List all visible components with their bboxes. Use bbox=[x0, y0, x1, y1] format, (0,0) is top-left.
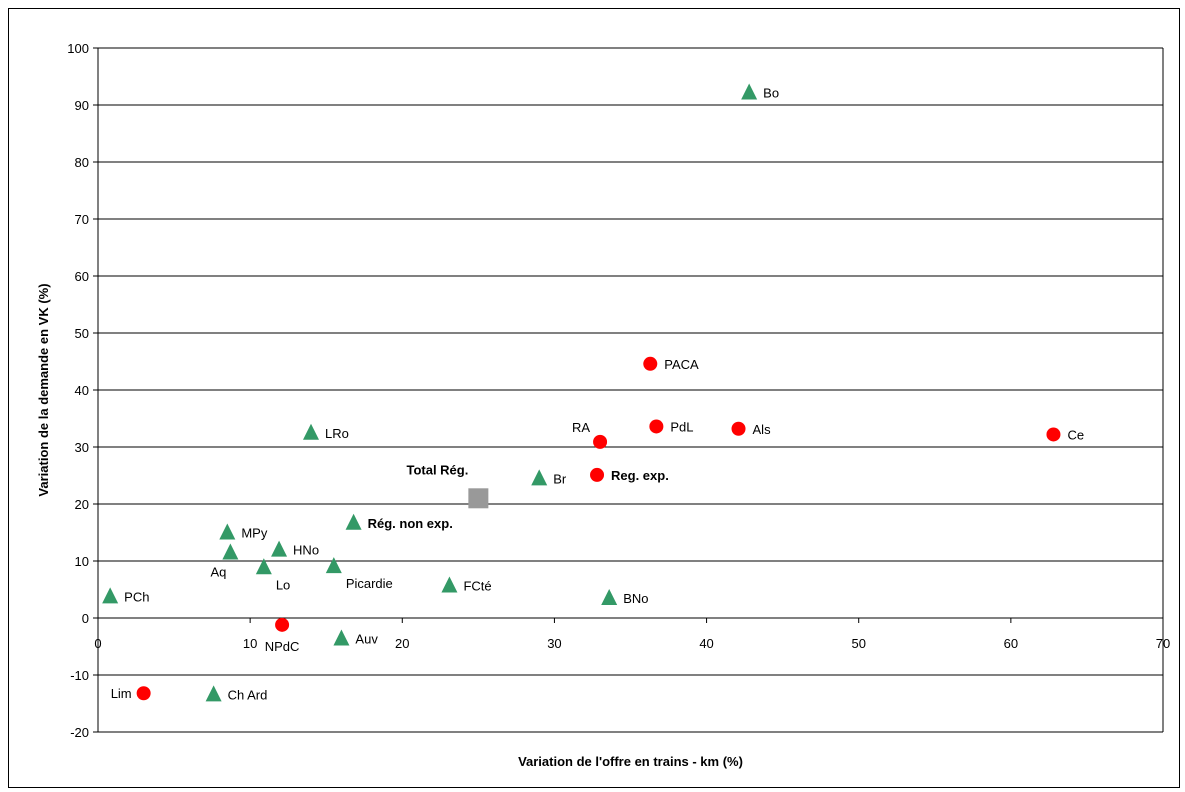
y-tick-label: 100 bbox=[67, 41, 89, 56]
circle-marker bbox=[275, 617, 290, 632]
point-label: LRo bbox=[325, 426, 349, 441]
y-tick-label: 70 bbox=[75, 212, 89, 227]
triangle-marker bbox=[222, 543, 239, 560]
square-marker bbox=[468, 488, 489, 509]
circle-marker bbox=[1046, 427, 1061, 442]
y-tick-label: 0 bbox=[82, 611, 89, 626]
point-label: PdL bbox=[670, 419, 693, 434]
point-label: PACA bbox=[664, 357, 699, 372]
point-label: Auv bbox=[355, 632, 378, 647]
point-label: BNo bbox=[623, 591, 648, 606]
x-tick-label: 50 bbox=[851, 636, 865, 651]
triangle-marker bbox=[333, 629, 350, 646]
triangle-marker bbox=[741, 83, 758, 100]
y-tick-label: -20 bbox=[70, 725, 89, 740]
circle-marker bbox=[593, 434, 608, 449]
chart-frame bbox=[8, 8, 1180, 788]
triangle-marker bbox=[325, 557, 342, 574]
triangle-marker bbox=[102, 587, 119, 604]
triangle-marker bbox=[441, 576, 458, 593]
point-label: HNo bbox=[293, 543, 319, 558]
triangle-marker bbox=[271, 540, 288, 557]
triangle-marker bbox=[205, 685, 222, 702]
point-label: Ce bbox=[1067, 427, 1084, 442]
point-label: NPdC bbox=[265, 639, 300, 654]
point-label: PCh bbox=[124, 589, 149, 604]
x-tick-label: 40 bbox=[699, 636, 713, 651]
point-labels: Bo LRo Br Rég. non exp. MPy HNo Aq Lo Picardie FC… bbox=[111, 85, 1084, 702]
y-tick-label: 30 bbox=[75, 440, 89, 455]
data-points bbox=[102, 83, 1061, 702]
circle-marker bbox=[136, 686, 151, 701]
y-tick-label: 40 bbox=[75, 383, 89, 398]
triangle-marker bbox=[219, 523, 236, 540]
x-tick-label: 30 bbox=[547, 636, 561, 651]
circle-marker bbox=[649, 419, 664, 434]
point-label: Bo bbox=[763, 85, 779, 100]
circle-marker bbox=[590, 467, 605, 482]
y-tick-label: 60 bbox=[75, 269, 89, 284]
point-label: Reg. exp. bbox=[611, 468, 669, 483]
gridlines bbox=[98, 47, 1163, 733]
triangle-marker bbox=[601, 589, 618, 606]
triangle-marker bbox=[255, 558, 272, 575]
x-tick-label: 0 bbox=[94, 636, 101, 651]
point-label: FCté bbox=[463, 579, 491, 594]
x-axis-title: Variation de l'offre en trains - km (%) bbox=[518, 754, 743, 769]
y-axis-title: Variation de la demande en VK (%) bbox=[36, 283, 51, 496]
point-label: Picardie bbox=[346, 576, 393, 591]
point-label: Br bbox=[553, 471, 567, 486]
point-label: RA bbox=[572, 420, 590, 435]
point-label: Rég. non exp. bbox=[368, 516, 453, 531]
point-label: Lo bbox=[276, 577, 290, 592]
point-label: Aq bbox=[210, 564, 226, 579]
point-label: MPy bbox=[241, 526, 267, 541]
point-label: Total Rég. bbox=[406, 462, 468, 477]
x-tick-label: 70 bbox=[1156, 636, 1170, 651]
y-tick-label: 80 bbox=[75, 155, 89, 170]
point-label: Ch Ard bbox=[228, 687, 268, 702]
point-label: Lim bbox=[111, 686, 132, 701]
tick-labels: -20 -10 0 10 20 30 40 50 60 70 80 90 100 0 10 20 30 40 50 6… bbox=[67, 41, 1170, 740]
y-tick-label: 10 bbox=[75, 554, 89, 569]
y-tick-label: 90 bbox=[75, 98, 89, 113]
x-tick-label: 10 bbox=[243, 636, 257, 651]
x-tick-label: 20 bbox=[395, 636, 409, 651]
triangle-marker bbox=[531, 469, 548, 486]
y-tick-label: 20 bbox=[75, 497, 89, 512]
circle-marker bbox=[643, 356, 658, 371]
y-tick-label: 50 bbox=[75, 326, 89, 341]
axes bbox=[93, 47, 1164, 733]
x-tick-label: 60 bbox=[1004, 636, 1018, 651]
circle-marker bbox=[731, 421, 746, 436]
triangle-marker bbox=[303, 423, 319, 440]
triangle-marker bbox=[345, 513, 362, 530]
point-label: Als bbox=[753, 422, 772, 437]
y-tick-label: -10 bbox=[70, 668, 89, 683]
